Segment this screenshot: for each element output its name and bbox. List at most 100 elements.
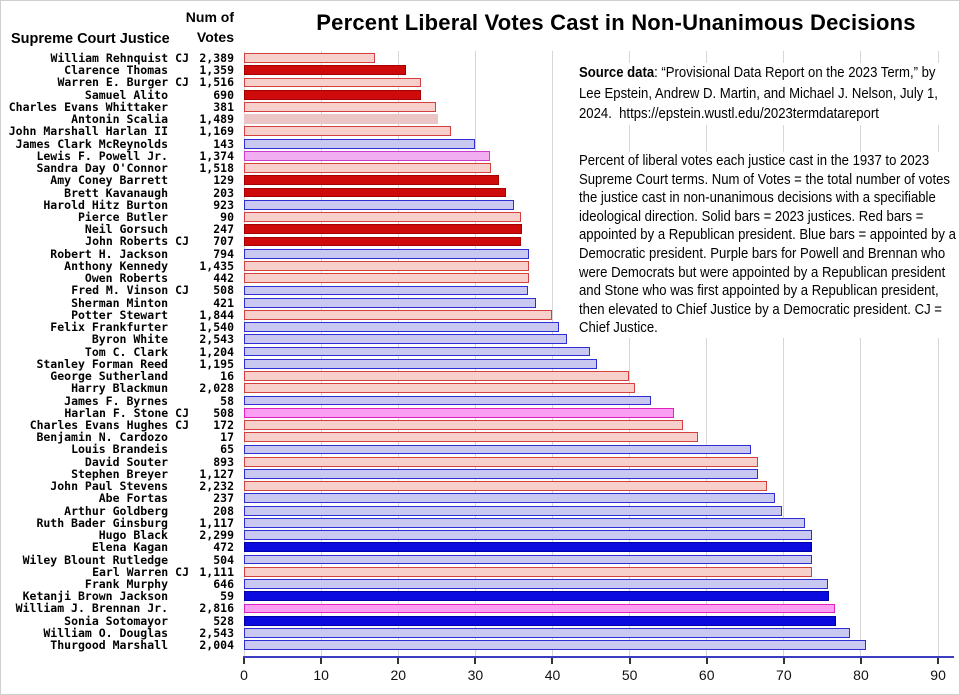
justice-label: Robert H. Jackson: [50, 246, 168, 261]
justice-label: Hugo Black: [98, 528, 168, 543]
votes-value: 2,389: [199, 51, 234, 65]
justice-label: Louis Brandeis: [71, 442, 168, 457]
votes-value: 143: [213, 136, 234, 151]
bar: [244, 77, 422, 88]
justice-label: Abe Fortas: [98, 491, 168, 506]
bar: [244, 273, 529, 284]
votes-value: 2,004: [199, 638, 234, 653]
x-axis-tick: [859, 658, 862, 664]
x-axis-tick-label: 50: [621, 667, 638, 683]
justice-label: George Sutherland: [50, 369, 168, 384]
description-note: Percent of liberal votes each justice ca…: [579, 152, 959, 338]
votes-value: 923: [213, 197, 234, 212]
justice-label: Fred M. Vinson CJ: [71, 283, 189, 298]
x-axis-tick: [243, 658, 245, 664]
bar: [244, 530, 813, 540]
bar: [244, 542, 813, 553]
x-axis-tick-label: 10: [313, 667, 329, 683]
bar: [244, 236, 521, 247]
x-axis-tick: [551, 658, 554, 664]
votes-value: 172: [213, 417, 234, 432]
justice-label: Wiley Blount Rutledge: [22, 552, 168, 567]
bar: [244, 603, 835, 614]
votes-value: 1,204: [199, 344, 234, 359]
votes-column-header-line1: Num of: [185, 9, 234, 25]
bar: [244, 456, 759, 467]
justice-label: Sherman Minton: [71, 295, 168, 310]
x-axis-tick: [320, 658, 323, 664]
bar: [244, 114, 438, 124]
votes-value: 237: [213, 491, 234, 506]
justice-label: James F. Byrnes: [64, 393, 168, 408]
votes-value: 58: [220, 393, 234, 408]
bar: [244, 481, 767, 492]
bar: [244, 187, 507, 198]
x-axis-tick-label: 20: [390, 667, 407, 683]
bar: [244, 346, 590, 357]
x-axis-tick: [474, 658, 477, 664]
bar: [244, 334, 568, 345]
bar: [244, 309, 552, 320]
justice-label: Harlan F. Stone CJ: [64, 405, 189, 420]
bar: [244, 285, 528, 296]
bar: [244, 261, 529, 271]
votes-value: 508: [213, 405, 234, 420]
justice-label: Felix Frankfurter: [50, 320, 168, 335]
votes-value: 442: [213, 271, 234, 286]
chart-title: Percent Liberal Votes Cast in Non-Unanim…: [316, 10, 916, 35]
votes-value: 1,359: [199, 63, 234, 78]
justice-label: Frank Murphy: [84, 577, 168, 592]
bar: [244, 469, 759, 479]
justice-column-header: Supreme Court Justice: [11, 31, 170, 47]
justice-label: William O. Douglas: [43, 625, 168, 640]
votes-value: 1,117: [199, 515, 234, 530]
bar: [244, 383, 635, 394]
bar: [244, 175, 499, 186]
justice-label: Amy Coney Barrett: [50, 173, 168, 188]
justice-label: Byron White: [91, 332, 168, 347]
bar: [244, 297, 537, 308]
justice-label: Arthur Goldberg: [64, 503, 168, 518]
bar: [244, 53, 376, 63]
bar: [244, 407, 674, 418]
justice-label: David Souter: [84, 454, 168, 469]
votes-value: 2,543: [199, 332, 234, 347]
votes-value: 794: [213, 246, 234, 261]
bar: [244, 640, 867, 651]
x-axis-tick-label: 0: [240, 667, 248, 683]
votes-value: 2,299: [199, 528, 234, 543]
votes-value: 90: [220, 210, 234, 225]
justice-label: John Roberts CJ: [85, 234, 189, 249]
justice-label: William J. Brennan Jr.: [15, 601, 168, 616]
justice-label: Potter Stewart: [71, 307, 168, 322]
bar: [244, 163, 491, 173]
votes-value: 1,540: [199, 320, 234, 335]
votes-value: 472: [213, 540, 234, 555]
votes-value: 707: [213, 234, 234, 249]
x-axis-tick-label: 70: [776, 667, 792, 683]
bar: [244, 591, 829, 602]
x-axis-tick-label: 60: [698, 667, 715, 683]
bar: [244, 89, 422, 100]
x-axis-tick: [705, 658, 708, 664]
votes-value: 2,232: [199, 479, 234, 494]
source-note-label: Source data: [579, 64, 655, 81]
votes-value: 2,816: [199, 601, 234, 616]
votes-value: 504: [213, 552, 234, 567]
justice-label: Warren E. Burger CJ: [57, 75, 189, 90]
bar: [244, 505, 783, 516]
justice-label: Antonin Scalia: [71, 112, 168, 127]
justice-label: John Marshall Harlan II: [8, 124, 168, 139]
bar: [244, 102, 436, 112]
votes-value: 1,518: [199, 161, 234, 176]
votes-value: 2,028: [199, 381, 234, 396]
justice-label: Charles Evans Whittaker: [8, 99, 168, 114]
justice-label: Stephen Breyer: [71, 466, 168, 481]
justice-label: James Clark McReynolds: [15, 136, 168, 151]
x-axis-tick-label: 40: [544, 667, 561, 683]
x-axis-tick-label: 90: [930, 667, 946, 683]
gridline: [706, 51, 708, 657]
bar: [244, 224, 523, 235]
justice-label: Clarence Thomas: [64, 63, 168, 78]
